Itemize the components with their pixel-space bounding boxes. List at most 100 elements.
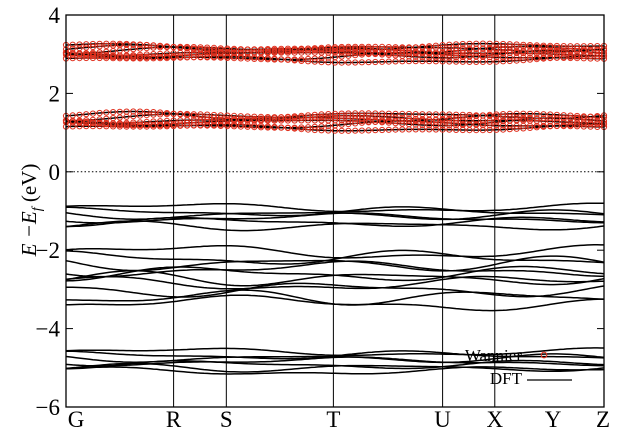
wannier-point (486, 119, 493, 126)
wannier-point (405, 117, 413, 124)
wannier-point (69, 45, 76, 52)
wannier-point (184, 49, 191, 56)
wannier-point (338, 48, 345, 55)
wannier-point (372, 43, 379, 51)
wannier-point (392, 114, 399, 121)
wannier-point (446, 48, 453, 55)
wannier-point (466, 40, 473, 47)
wannier-point (257, 48, 265, 56)
legend-label-wannier: Wannier (465, 346, 522, 365)
wannier-point (412, 117, 419, 124)
wannier-point (379, 43, 386, 51)
wannier-point (547, 54, 554, 61)
wannier-point (89, 40, 97, 48)
wannier-point (76, 52, 83, 59)
ytick-label: −4 (36, 317, 61, 342)
ytick-label: 0 (49, 160, 61, 185)
wannier-point (567, 114, 574, 122)
wannier-point (89, 43, 97, 51)
wannier-point (237, 53, 244, 60)
wannier-point (345, 127, 352, 134)
wannier-point (311, 58, 318, 65)
wannier-point (136, 108, 144, 115)
wannier-point (331, 47, 339, 55)
wannier-point (385, 126, 392, 133)
wannier-point (157, 50, 164, 57)
wannier-point (311, 49, 318, 56)
wannier-point (580, 114, 587, 121)
wannier-point (567, 119, 574, 126)
wannier-point (331, 110, 339, 117)
wannier-point (83, 111, 90, 118)
wannier-point (110, 40, 117, 47)
wannier-point (331, 46, 339, 53)
wannier-point (103, 109, 110, 116)
wannier-point (177, 120, 184, 127)
wannier-point (419, 126, 426, 133)
wannier-point (291, 124, 298, 131)
wannier-point (305, 114, 312, 121)
dft-band-valence-3 (65, 366, 605, 375)
wannier-point (291, 113, 298, 120)
xtick-label: S (220, 407, 233, 432)
wannier-point (291, 49, 298, 56)
wannier-point (190, 117, 197, 124)
wannier-point (372, 116, 379, 124)
wannier-point (352, 110, 359, 117)
dft-band-valence-2 (65, 294, 604, 312)
wannier-point (210, 44, 218, 52)
dft-band-valence-3 (65, 362, 605, 373)
wannier-point (473, 121, 480, 128)
wannier-point (500, 117, 507, 124)
wannier-point (345, 112, 352, 119)
wannier-point (493, 117, 500, 124)
wannier-point (500, 40, 507, 48)
wannier-point (338, 59, 345, 66)
wannier-point (594, 123, 601, 131)
wannier-point (318, 123, 325, 130)
wannier-point (372, 118, 379, 126)
wannier-point (237, 113, 244, 120)
wannier-point (284, 117, 291, 124)
wannier-point (257, 113, 265, 121)
wannier-point (580, 119, 587, 127)
wannier-point (298, 117, 305, 124)
wannier-point (486, 126, 493, 134)
wannier-point (453, 52, 460, 59)
wannier-point (379, 126, 386, 134)
wannier-point (298, 124, 305, 131)
wannier-point (224, 115, 231, 122)
wannier-point (500, 49, 507, 57)
wannier-point (439, 49, 446, 56)
wannier-point (251, 55, 258, 63)
wannier-point (466, 53, 473, 60)
wannier-point (506, 126, 513, 133)
wannier-point (237, 46, 244, 53)
wannier-point (540, 42, 547, 49)
wannier-point (325, 111, 332, 118)
wannier-point (486, 58, 493, 65)
wannier-point (426, 43, 433, 50)
wannier-point (547, 111, 554, 118)
wannier-point (580, 123, 587, 130)
wannier-point (594, 43, 601, 50)
kpoint-gridlines (173, 15, 496, 407)
wannier-point (123, 108, 130, 115)
wannier-point (553, 111, 561, 118)
dft-band-valence-2 (65, 269, 605, 287)
wannier-point (506, 43, 513, 51)
wannier-point (150, 44, 157, 51)
wannier-point (130, 122, 137, 129)
wannier-point (459, 54, 466, 61)
wannier-point (163, 117, 170, 125)
wannier-point (520, 47, 527, 55)
xtick-label: Y (545, 407, 562, 432)
wannier-point (520, 114, 527, 121)
wannier-point (392, 126, 399, 133)
wannier-point (204, 111, 211, 118)
wannier-point (567, 112, 574, 119)
wannier-point (594, 46, 601, 53)
wannier-point (358, 46, 365, 53)
wannier-point (170, 110, 177, 117)
wannier-point (533, 48, 540, 55)
